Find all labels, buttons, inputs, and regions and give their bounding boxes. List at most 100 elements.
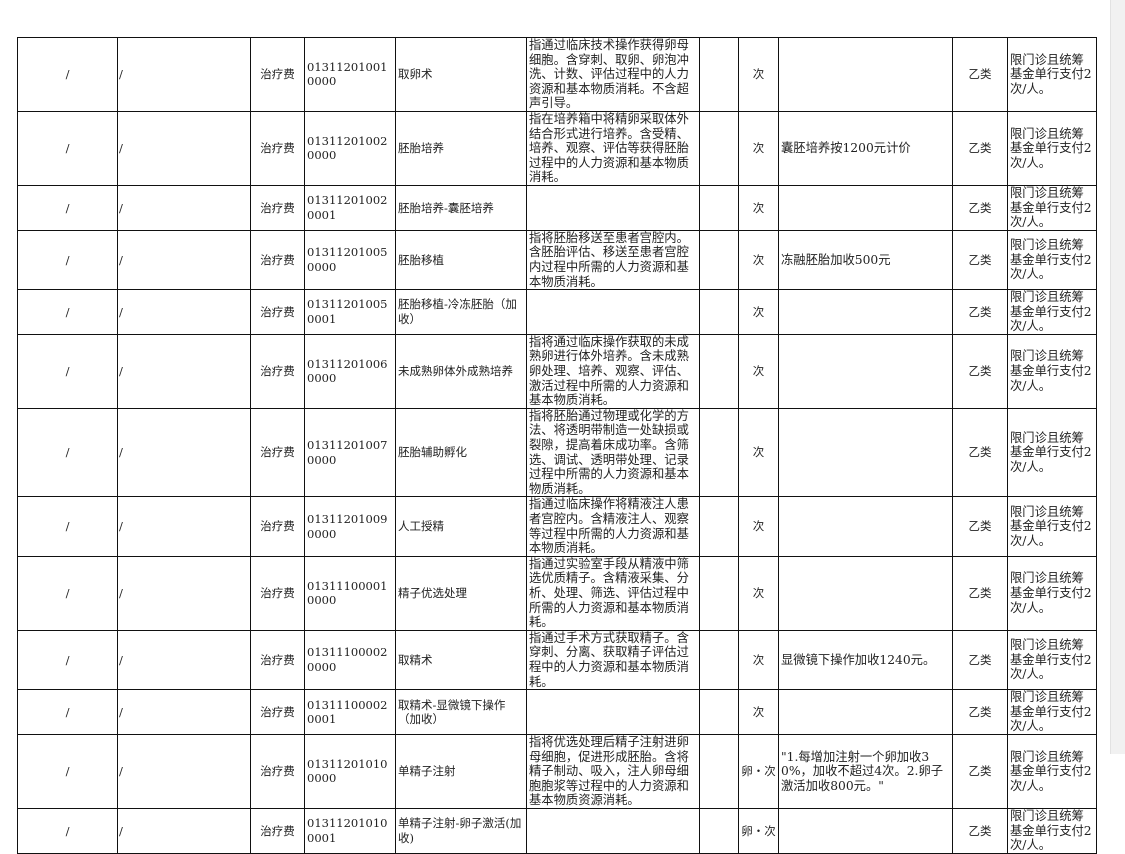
insurance-class-cell: 乙类: [952, 555, 1008, 631]
table-row: / / 治疗费 013112010050001 胚胎移植-冷冻胚胎（加收）次乙类 限门诊且…: [17, 289, 1097, 335]
col-b-cell: /: [117, 333, 251, 409]
table-row: / / 治疗费 013111000010000 精子优选处理 指通过实验室手段从精液中筛选…: [17, 555, 1097, 631]
insurance-class-cell: 乙类: [952, 333, 1008, 409]
payment-limit-cell: 限门诊且统筹基金单行支付2次/人。: [1007, 229, 1097, 291]
insurance-class-cell: 乙类: [952, 37, 1008, 112]
pricing-note-cell: [778, 689, 953, 735]
payment-limit-cell: 限门诊且统筹基金单行支付2次/人。: [1007, 733, 1097, 809]
item-description-cell: [526, 689, 700, 735]
col-b-cell: /: [117, 555, 251, 631]
unit-cell: 次: [738, 689, 779, 735]
pricing-note-cell: [778, 496, 953, 557]
item-description-cell: 指在培养箱中将精卵采取体外结合形式进行培养。含受精、培养、观察、评估等获得胚胎过…: [526, 110, 700, 186]
item-description-cell: [526, 184, 700, 231]
pricing-note-cell: 囊胚培养按1200元计价: [778, 110, 953, 186]
blank-cell: [699, 555, 739, 631]
pricing-note-cell: 显微镜下操作加收1240元。: [778, 629, 953, 691]
unit-cell: 次: [738, 229, 779, 291]
item-code-cell: 013112010050001: [304, 289, 396, 335]
item-description-cell: 指通过实验室手段从精液中筛选优质精子。含精液采集、分析、处理、筛选、评估过程中所…: [526, 555, 700, 631]
insurance-class-cell: 乙类: [952, 689, 1008, 735]
col-a-cell: /: [17, 689, 118, 735]
blank-cell: [699, 110, 739, 186]
table-row: / / 治疗费 013112010100001 单精子注射-卵子激活(加收) 卵・次 乙类限…: [17, 807, 1097, 854]
unit-cell: 次: [738, 184, 779, 231]
col-a-cell: /: [17, 733, 118, 809]
item-description-cell: 指将优选处理后精子注射进卵母细胞，促进形成胚胎。含将精子制动、吸入，注人卵母细胞…: [526, 733, 700, 809]
table-row: / / 治疗费 013112010100000 单精子注射 指将优选处理后精子注射进卵母细…: [17, 733, 1097, 809]
pricing-note-cell: "1.每增加注射一个卵加收30%，加收不超过4次。2.卵子激活加收800元。": [778, 733, 953, 809]
fee-type-cell: 治疗费: [250, 407, 305, 498]
payment-limit-cell: 限门诊且统筹基金单行支付2次/人。: [1007, 407, 1097, 498]
pricing-note-cell: [778, 184, 953, 231]
item-description-cell: 指通过临床技术操作获得卵母细胞。含穿刺、取卵、卵泡冲洗、计数、评估过程中的人力资…: [526, 37, 700, 112]
item-description-cell: [526, 289, 700, 335]
col-a-cell: /: [17, 407, 118, 498]
pricing-note-cell: [778, 555, 953, 631]
insurance-class-cell: 乙类: [952, 289, 1008, 335]
blank-cell: [699, 733, 739, 809]
item-name-cell: 胚胎培养: [395, 110, 527, 186]
col-a-cell: /: [17, 555, 118, 631]
col-b-cell: /: [117, 229, 251, 291]
payment-limit-cell: 限门诊且统筹基金单行支付2次/人。: [1007, 689, 1097, 735]
item-description-cell: 指通过临床操作将精液注人患者宫腔内。含精液注人、观察等过程中所需的人力资源和基本…: [526, 496, 700, 557]
item-description-cell: [526, 807, 700, 854]
blank-cell: [699, 333, 739, 409]
insurance-class-cell: 乙类: [952, 807, 1008, 854]
pricing-note-cell: [778, 289, 953, 335]
item-name-cell: 单精子注射-卵子激活(加收): [395, 807, 527, 854]
unit-cell: 次: [738, 110, 779, 186]
col-b-cell: /: [117, 629, 251, 691]
col-b-cell: /: [117, 807, 251, 854]
item-name-cell: 取精术-显微镜下操作（加收）: [395, 689, 527, 735]
item-code-cell: 013112010060000: [304, 333, 396, 409]
col-a-cell: /: [17, 629, 118, 691]
unit-cell: 次: [738, 629, 779, 691]
col-a-cell: /: [17, 184, 118, 231]
payment-limit-cell: 限门诊且统筹基金单行支付2次/人。: [1007, 333, 1097, 409]
unit-cell: 卵・次: [738, 733, 779, 809]
item-code-cell: 013112010010000: [304, 37, 396, 112]
item-code-cell: 013111000020000: [304, 629, 396, 691]
fee-type-cell: 治疗费: [250, 733, 305, 809]
col-b-cell: /: [117, 37, 251, 112]
col-a-cell: /: [17, 333, 118, 409]
col-b-cell: /: [117, 733, 251, 809]
col-b-cell: /: [117, 496, 251, 557]
col-b-cell: /: [117, 407, 251, 498]
item-name-cell: 胚胎培养-囊胚培养: [395, 184, 527, 231]
col-a-cell: /: [17, 496, 118, 557]
item-name-cell: 精子优选处理: [395, 555, 527, 631]
unit-cell: 次: [738, 37, 779, 112]
col-b-cell: /: [117, 110, 251, 186]
item-name-cell: 胚胎辅助孵化: [395, 407, 527, 498]
fee-type-cell: 治疗费: [250, 629, 305, 691]
table-row: / / 治疗费 013112010020001 胚胎培养-囊胚培养次乙类 限门诊且统筹基金…: [17, 184, 1097, 231]
item-name-cell: 未成熟卵体外成熟培养: [395, 333, 527, 409]
blank-cell: [699, 807, 739, 854]
fee-type-cell: 治疗费: [250, 496, 305, 557]
item-code-cell: 013112010020000: [304, 110, 396, 186]
insurance-class-cell: 乙类: [952, 407, 1008, 498]
item-code-cell: 013112010090000: [304, 496, 396, 557]
fee-type-cell: 治疗费: [250, 333, 305, 409]
item-code-cell: 013112010050000: [304, 229, 396, 291]
col-a-cell: /: [17, 37, 118, 112]
table-row: / / 治疗费 013112010090000 人工授精 指通过临床操作将精液注人患者宫腔…: [17, 496, 1097, 557]
scrollbar[interactable]: [1110, 0, 1125, 754]
payment-limit-cell: 限门诊且统筹基金单行支付2次/人。: [1007, 496, 1097, 557]
insurance-class-cell: 乙类: [952, 229, 1008, 291]
col-a-cell: /: [17, 229, 118, 291]
insurance-class-cell: 乙类: [952, 110, 1008, 186]
pricing-note-cell: [778, 37, 953, 112]
fee-type-cell: 治疗费: [250, 229, 305, 291]
col-b-cell: /: [117, 689, 251, 735]
item-name-cell: 取精术: [395, 629, 527, 691]
fee-type-cell: 治疗费: [250, 807, 305, 854]
item-code-cell: 013112010100001: [304, 807, 396, 854]
payment-limit-cell: 限门诊且统筹基金单行支付2次/人。: [1007, 289, 1097, 335]
item-code-cell: 013111000020001: [304, 689, 396, 735]
insurance-class-cell: 乙类: [952, 629, 1008, 691]
insurance-class-cell: 乙类: [952, 733, 1008, 809]
